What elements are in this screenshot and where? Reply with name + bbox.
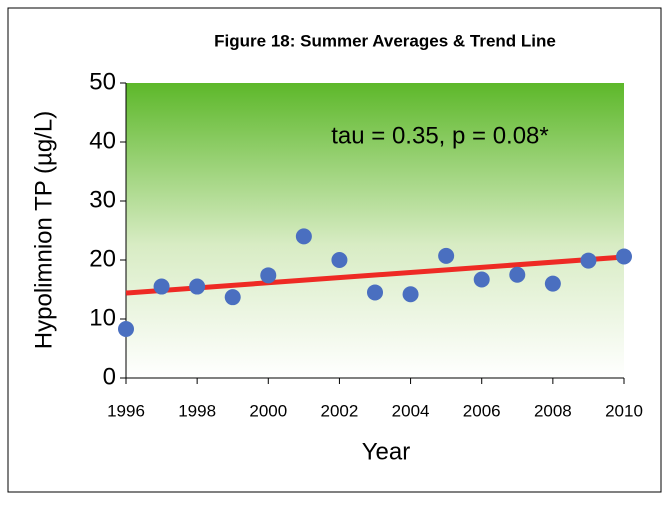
data-point (402, 286, 419, 303)
data-point (438, 247, 455, 264)
data-point (331, 252, 348, 268)
x-tick-label: 2006 (463, 401, 501, 420)
data-point (118, 321, 134, 338)
y-axis-label: Hypolimnion TP (µg/L) (30, 111, 57, 349)
data-point (189, 278, 206, 295)
y-tick-label: 10 (89, 304, 116, 331)
data-point (616, 248, 632, 265)
data-point (224, 289, 241, 306)
data-point (580, 252, 597, 269)
x-tick-label: 2008 (534, 401, 572, 420)
x-tick-label: 2002 (321, 401, 359, 420)
y-tick-label: 40 (89, 127, 116, 154)
chart-title: Figure 18: Summer Averages & Trend Line (214, 31, 556, 50)
data-point (473, 271, 490, 288)
data-point (367, 284, 383, 301)
y-tick-label: 0 (103, 363, 116, 390)
data-point (260, 267, 277, 284)
y-tick-label: 30 (89, 186, 116, 213)
x-tick-label: 1998 (178, 401, 216, 420)
trend-line (125, 254, 625, 296)
annotation: tau = 0.35, p = 0.08* (331, 122, 549, 149)
x-tick-label: 2010 (605, 401, 643, 420)
x-tick-label: 2000 (249, 401, 287, 420)
data-point (509, 266, 526, 283)
data-point (153, 278, 170, 295)
x-axis-label: Year (362, 438, 411, 465)
data-point (544, 275, 561, 292)
x-tick-label: 1996 (107, 401, 145, 420)
y-tick-label: 20 (89, 245, 116, 272)
y-tick-label: 50 (89, 68, 116, 95)
plot-area (126, 83, 624, 378)
data-point (295, 228, 312, 245)
x-tick-label: 2004 (392, 401, 430, 420)
